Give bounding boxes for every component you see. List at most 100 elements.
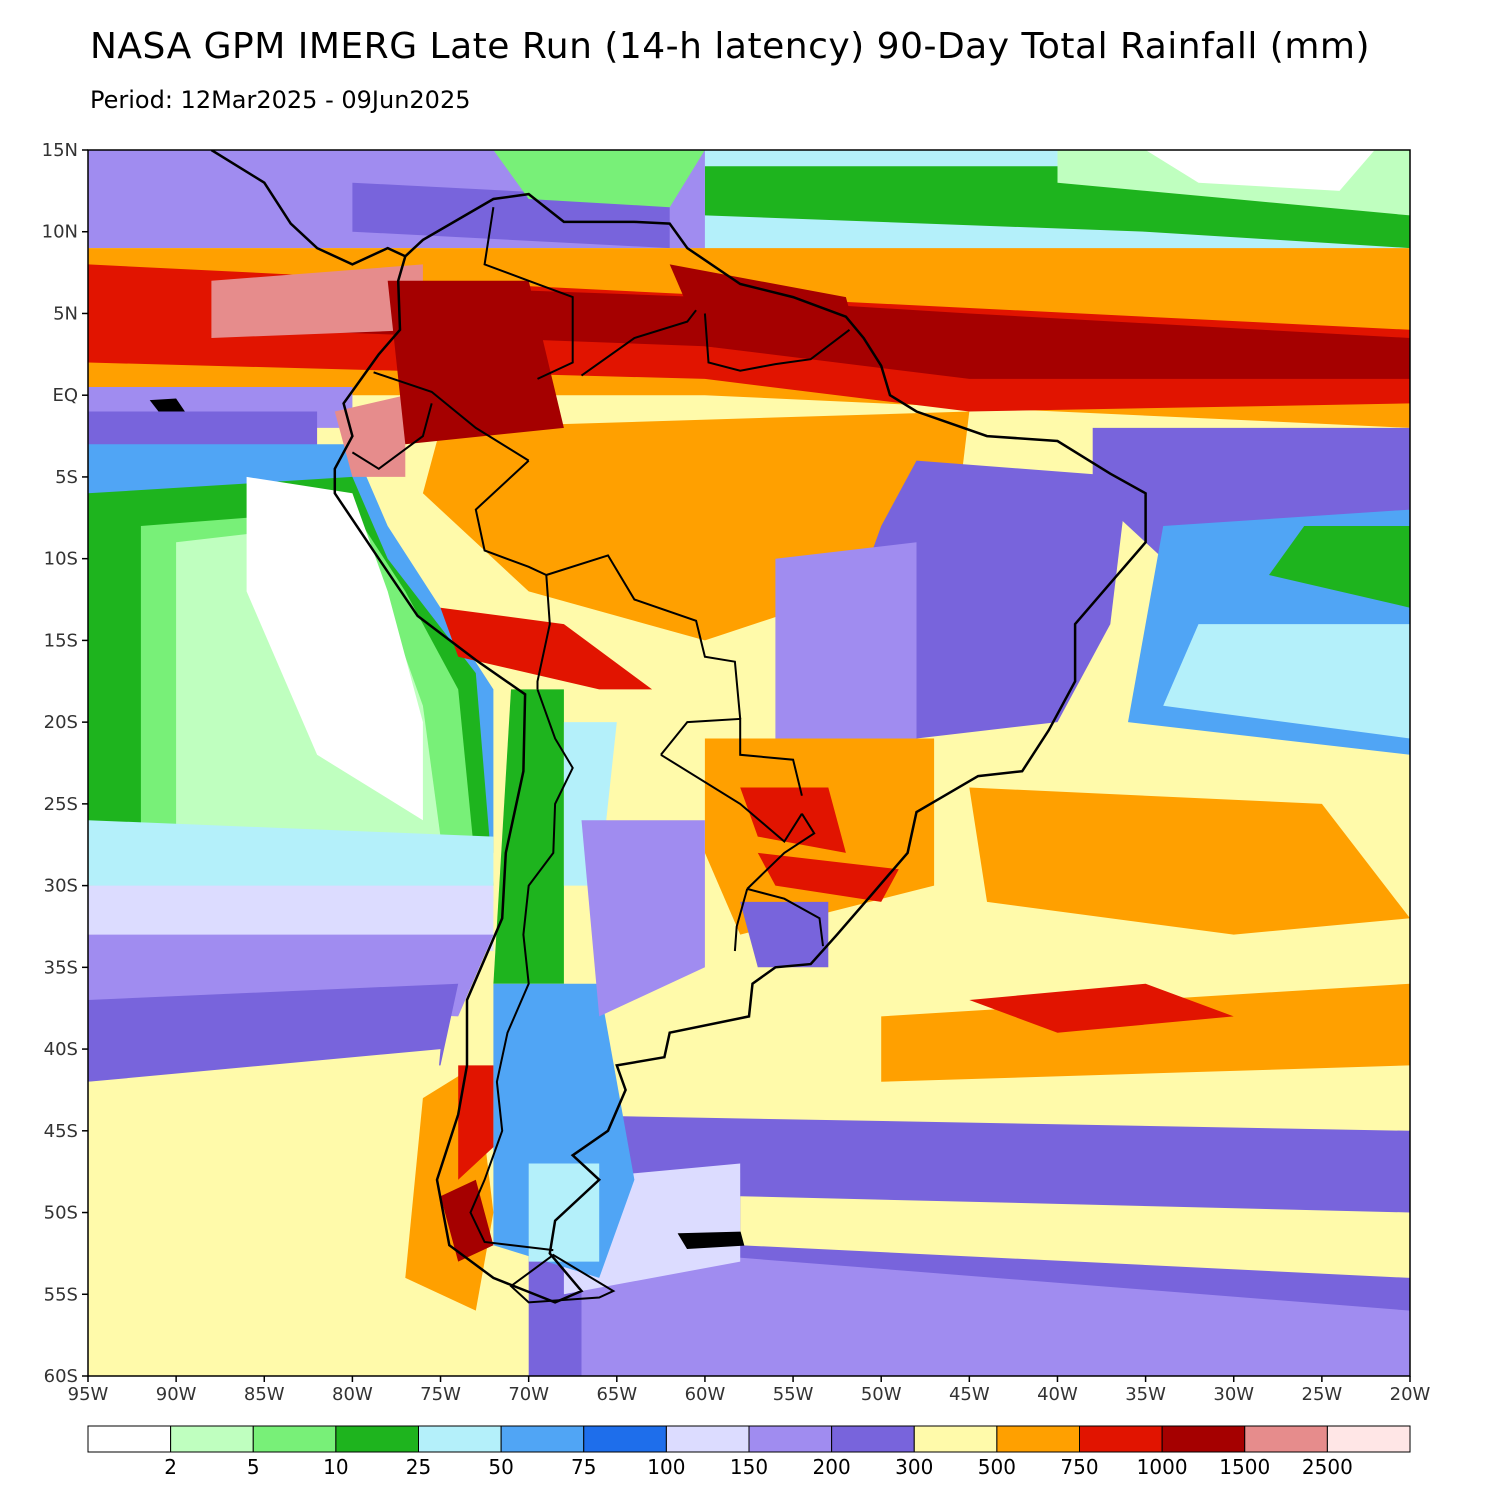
- plot-frame: [87, 149, 1411, 1377]
- colorbar-swatch: [500, 1425, 585, 1453]
- rain-region-parana-red: [740, 787, 846, 853]
- rain-region-bolivia-red: [440, 607, 653, 690]
- lon-tick-label: 55W: [773, 1384, 814, 1405]
- lon-tick-label: 60W: [685, 1384, 726, 1405]
- colorbar-label: 150: [730, 1455, 768, 1479]
- rain-region-caribbean-green: [493, 150, 705, 208]
- map-subtitle: Period: 12Mar2025 - 09Jun2025: [90, 86, 471, 114]
- colorbar-swatch: [252, 1425, 337, 1453]
- border-bolivia-brazil: [545, 554, 742, 719]
- lat-tick-label: 25S: [44, 794, 78, 815]
- colorbar-label: 1500: [1219, 1455, 1270, 1479]
- south-america-coastline: [333, 192, 1147, 1304]
- map-title: NASA GPM IMERG Late Run (14-h latency) 9…: [90, 26, 1371, 67]
- lat-tick-label: EQ: [52, 385, 78, 406]
- lon-tick-label: 50W: [861, 1384, 902, 1405]
- central-america-coastline: [210, 150, 406, 266]
- rain-region-ecuador-pink: [334, 395, 406, 477]
- lat-tick-label: 45S: [44, 1121, 78, 1142]
- colorbar-swatch: [1161, 1425, 1246, 1453]
- lat-tick-label: 35S: [44, 957, 78, 978]
- border-uruguay-brazil: [746, 887, 824, 947]
- lon-tick-label: 20W: [1390, 1384, 1431, 1405]
- rain-region-guianas-darkred: [669, 264, 864, 363]
- colorbar-label: 2: [164, 1455, 177, 1479]
- rain-region-south-atlantic-red: [969, 983, 1234, 1033]
- rain-region-south-pacific-yellow: [88, 1049, 529, 1376]
- colorbar-label: 2500: [1302, 1455, 1353, 1479]
- colorbar-label: 50: [488, 1455, 513, 1479]
- border-colombia-peru: [373, 371, 530, 462]
- rain-region-uruguay-violet: [740, 901, 829, 968]
- colorbar-swatch: [1079, 1425, 1163, 1453]
- lat-tick-label: 10N: [42, 222, 78, 243]
- lat-tick-label: 20S: [44, 712, 78, 733]
- border-argentina-brazil: [746, 813, 816, 890]
- lat-tick-label: 30S: [44, 876, 78, 897]
- colorbar-swatch: [748, 1425, 833, 1453]
- galapagos-islands: [149, 398, 185, 412]
- lon-tick-label: 40W: [1037, 1384, 1078, 1405]
- rain-region-rs-red: [757, 852, 899, 902]
- colorbar-swatch: [996, 1425, 1081, 1453]
- rain-region-south-atlantic-yellow-band: [740, 1196, 1410, 1278]
- lon-tick-label: 25W: [1302, 1384, 1343, 1405]
- lat-tick-label: 60S: [44, 1366, 78, 1387]
- lat-tick-label: 10S: [44, 549, 78, 570]
- rain-region-subtropical-atlantic-orange: [969, 787, 1410, 935]
- lat-tick-label: 15N: [42, 140, 78, 161]
- lon-tick-label: 75W: [420, 1384, 461, 1405]
- colorbar-label: 750: [1060, 1455, 1098, 1479]
- colorbar-swatch: [913, 1425, 998, 1453]
- colorbar-swatch: [87, 1425, 172, 1453]
- colorbar-label: 100: [647, 1455, 685, 1479]
- falkland-islands: [677, 1231, 745, 1250]
- border-venezuela-brazil: [580, 309, 697, 377]
- lon-tick-label: 70W: [508, 1384, 549, 1405]
- lat-tick-label: 40S: [44, 1039, 78, 1060]
- lon-tick-label: 35W: [1125, 1384, 1166, 1405]
- lon-tick-label: 95W: [68, 1384, 109, 1405]
- border-ecuador-peru: [351, 403, 433, 471]
- lat-tick-label: 55S: [44, 1284, 78, 1305]
- lat-tick-label: 5S: [55, 467, 78, 488]
- border-colombia-venezuela: [483, 207, 574, 380]
- lat-tick-label: 50S: [44, 1203, 78, 1224]
- rain-region-andes-green: [493, 689, 564, 984]
- lat-tick-label: 15S: [44, 630, 78, 651]
- rain-region-panama-pink: [211, 264, 423, 338]
- colorbar-label: 10: [323, 1455, 348, 1479]
- rain-region-colombia-darkred: [387, 280, 564, 445]
- rain-region-north-atlantic-white: [1145, 150, 1375, 191]
- lon-tick-label: 30W: [1213, 1384, 1254, 1405]
- colorbar-label: 1000: [1137, 1455, 1188, 1479]
- rain-region-south-atlantic-purple: [581, 1245, 1410, 1376]
- colorbar-label: 300: [895, 1455, 933, 1479]
- rain-region-tropical-atlantic-green: [1269, 526, 1410, 608]
- lon-tick-label: 90W: [156, 1384, 197, 1405]
- border-uruguay-argentina: [733, 888, 749, 952]
- lon-tick-label: 80W: [332, 1384, 373, 1405]
- colorbar-swatch: [1326, 1425, 1411, 1453]
- border-chile-bolivia-argentina: [469, 689, 574, 1252]
- rain-region-pacific-white: [246, 476, 423, 821]
- colorbar-label: 5: [247, 1455, 260, 1479]
- border-bolivia-paraguay: [660, 717, 803, 796]
- border-peru-brazil: [474, 459, 547, 576]
- lon-tick-label: 85W: [244, 1384, 285, 1405]
- colorbar-swatch: [1244, 1425, 1328, 1453]
- colorbar-swatch: [583, 1425, 667, 1453]
- rain-region-chile-coast-red: [458, 1065, 494, 1180]
- rain-region-argentina-purple: [581, 820, 705, 1017]
- colorbar-label: 500: [978, 1455, 1016, 1479]
- colorbar-swatch: [665, 1425, 750, 1453]
- axis-ticks: 15N 10N 5N EQ 5S 10S 15S 20S 25S 30S 35S 40S 45S 50S 5…: [42, 140, 1431, 1405]
- border-guyana-brazil: [703, 313, 851, 372]
- colorbar-label: 200: [813, 1455, 851, 1479]
- border-peru-bolivia: [536, 574, 551, 690]
- colorbar-label: 75: [571, 1455, 596, 1479]
- lat-tick-label: 5N: [53, 303, 78, 324]
- rain-region-chile-coast-darkred: [440, 1179, 494, 1262]
- lon-tick-label: 65W: [596, 1384, 637, 1405]
